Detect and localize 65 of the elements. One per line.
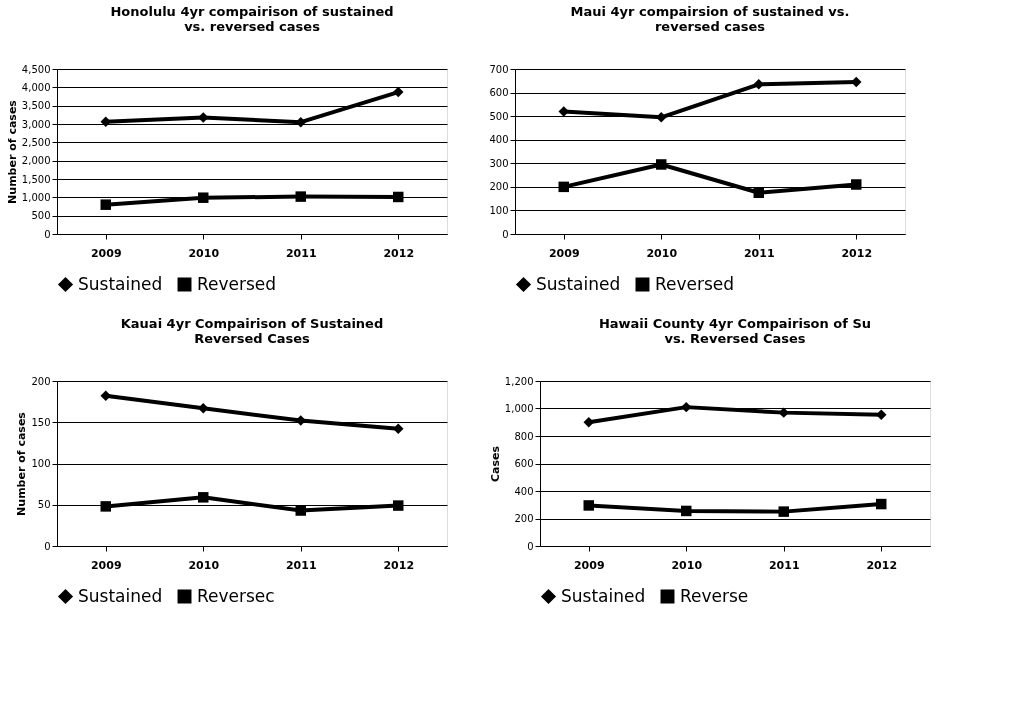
y-tick-label: 400	[489, 134, 509, 146]
text: vs. reversed cases	[184, 19, 320, 34]
y-tick-label: 200	[31, 375, 51, 387]
y-tick-label: 1,000	[504, 403, 534, 414]
y-tick-label: 500	[31, 210, 51, 222]
legend-label: Reversed	[655, 273, 735, 294]
x-tick-label: 2010	[646, 246, 678, 260]
x-tick-label: 2010	[188, 558, 220, 572]
x-tick-label: 2012	[841, 246, 873, 260]
y-tick-label: 0	[502, 228, 509, 240]
y-tick-label: 400	[514, 485, 534, 497]
x-tick-label: 2011	[768, 558, 800, 572]
text: reversed cases	[654, 19, 766, 34]
y-tick-label: 0	[44, 228, 51, 240]
y-tick-label: 1,500	[21, 173, 51, 185]
x-tick-label: 2011	[285, 246, 317, 260]
y-tick-label: 500	[489, 110, 509, 122]
y-tick-label: 600	[514, 458, 534, 469]
y-tick-label: 100	[31, 458, 51, 469]
y-tick-label: 3,500	[21, 100, 51, 112]
y-tick-label: 200	[489, 181, 509, 193]
y-tick-label: 4,500	[21, 63, 51, 75]
y-tick-label: 0	[527, 540, 534, 552]
legend-label: Reverse	[680, 585, 749, 606]
text: vs. Reversed Cases	[664, 331, 806, 346]
x-tick-label: 2009	[90, 558, 122, 572]
y-axis-title: Cases	[488, 445, 502, 483]
x-tick-label: 2010	[188, 246, 220, 260]
x-tick-label: 2009	[573, 558, 605, 572]
x-tick-label: 2012	[383, 558, 415, 572]
y-tick-label: 150	[31, 416, 51, 428]
text: Hawaii County 4yr Compairison of Su	[598, 316, 872, 331]
text: Honolulu 4yr compairison of sustained	[110, 4, 394, 19]
legend-label: Reversec	[197, 585, 275, 606]
text: Maui 4yr compairsion of sustained vs.	[570, 4, 850, 19]
y-tick-label: 700	[489, 63, 509, 75]
text: Reversed Cases	[194, 331, 310, 346]
legend-label: Sustained	[561, 585, 646, 606]
y-axis-title: Number of cases	[15, 411, 29, 516]
legend-label: Sustained	[78, 585, 163, 606]
y-tick-label: 4,000	[21, 81, 51, 93]
y-tick-label: 800	[514, 430, 534, 442]
x-tick-label: 2009	[548, 246, 580, 260]
legend-label: Reversed	[197, 273, 277, 294]
legend-label: Sustained	[536, 273, 621, 294]
x-tick-label: 2011	[285, 558, 317, 572]
y-tick-label: 2,500	[21, 136, 51, 148]
y-tick-label: 3,000	[21, 118, 51, 130]
text: Kauai 4yr Compairison of Sustained	[120, 316, 384, 331]
x-tick-label: 2011	[743, 246, 775, 260]
y-tick-label: 300	[489, 157, 509, 169]
y-axis-title: Number of cases	[5, 99, 19, 204]
x-tick-label: 2010	[671, 558, 703, 572]
y-tick-label: 1,000	[21, 191, 51, 203]
x-tick-label: 2012	[383, 246, 415, 260]
y-tick-label: 200	[514, 513, 534, 524]
legend-label: Sustained	[78, 273, 163, 294]
y-tick-label: 1,200	[504, 375, 534, 387]
y-tick-label: 0	[44, 540, 51, 552]
y-tick-label: 50	[37, 499, 51, 511]
y-tick-label: 600	[489, 87, 509, 99]
y-tick-label: 100	[489, 204, 509, 216]
x-tick-label: 2009	[90, 246, 122, 260]
x-tick-label: 2012	[866, 558, 898, 572]
y-tick-label: 2,000	[21, 155, 51, 167]
